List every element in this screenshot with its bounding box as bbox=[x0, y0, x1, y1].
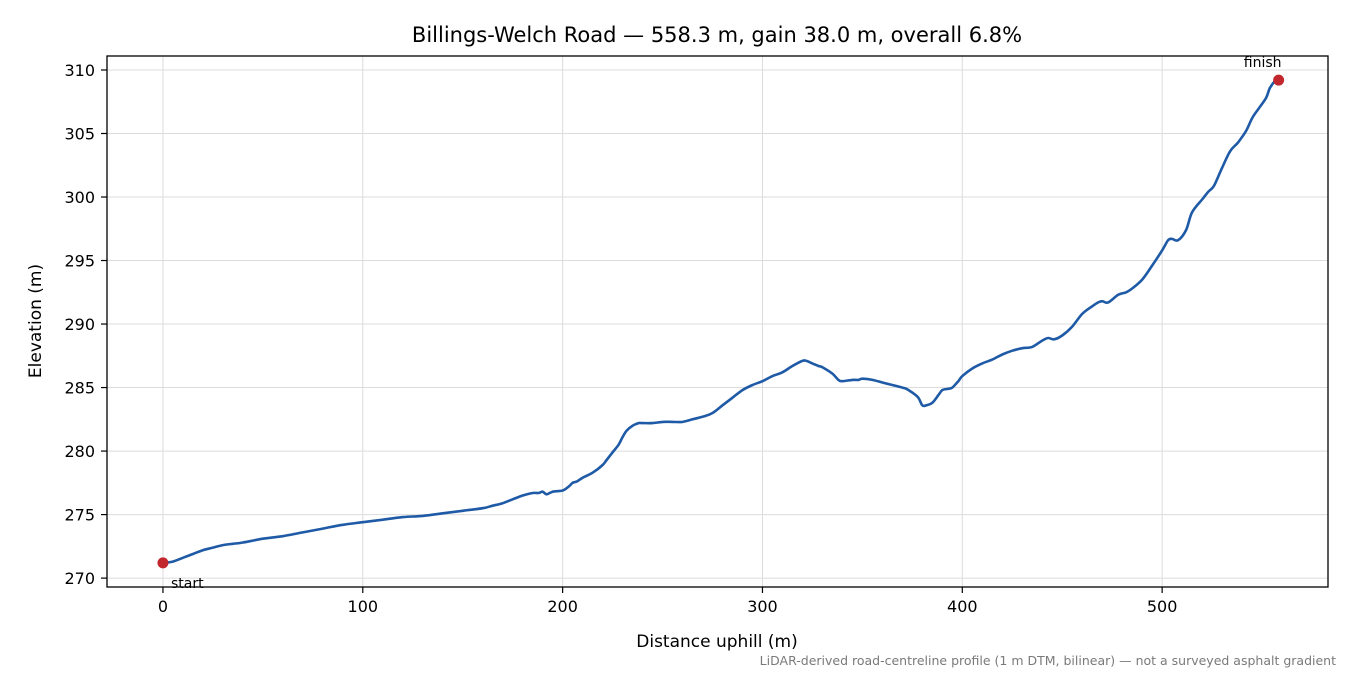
y-axis-label: Elevation (m) bbox=[26, 264, 46, 378]
x-tick-label: 100 bbox=[348, 597, 379, 616]
x-tick-label: 200 bbox=[547, 597, 578, 616]
x-axis-label: Distance uphill (m) bbox=[636, 632, 797, 652]
x-tick-label: 400 bbox=[947, 597, 978, 616]
y-tick-label: 290 bbox=[64, 315, 95, 334]
finish-marker bbox=[1273, 74, 1285, 86]
y-tick-label: 270 bbox=[64, 569, 95, 588]
y-tick-label: 295 bbox=[64, 252, 95, 271]
start-marker bbox=[157, 557, 169, 569]
y-tick-label: 305 bbox=[64, 124, 95, 143]
y-tick-label: 285 bbox=[64, 379, 95, 398]
start-label: start bbox=[171, 576, 204, 592]
endpoint-markers: start finish bbox=[157, 55, 1285, 592]
y-tick-label: 275 bbox=[64, 506, 95, 525]
x-tick-label: 300 bbox=[747, 597, 778, 616]
grid-lines bbox=[107, 56, 1328, 587]
elevation-line bbox=[161, 78, 1280, 565]
x-tick-label: 0 bbox=[158, 597, 168, 616]
x-axis-ticks: 0 100 200 300 400 500 bbox=[158, 587, 1178, 616]
x-tick-label: 500 bbox=[1147, 597, 1178, 616]
y-tick-label: 280 bbox=[64, 442, 95, 461]
plot-frame bbox=[106, 55, 1329, 588]
y-axis-ticks: 270 275 280 285 290 295 300 305 310 bbox=[64, 61, 107, 588]
y-tick-label: 310 bbox=[64, 61, 95, 80]
chart-title: Billings-Welch Road — 558.3 m, gain 38.0… bbox=[412, 23, 1022, 47]
finish-label: finish bbox=[1244, 55, 1282, 71]
footnote: LiDAR-derived road-centreline profile (1… bbox=[760, 653, 1336, 668]
y-tick-label: 300 bbox=[64, 188, 95, 207]
